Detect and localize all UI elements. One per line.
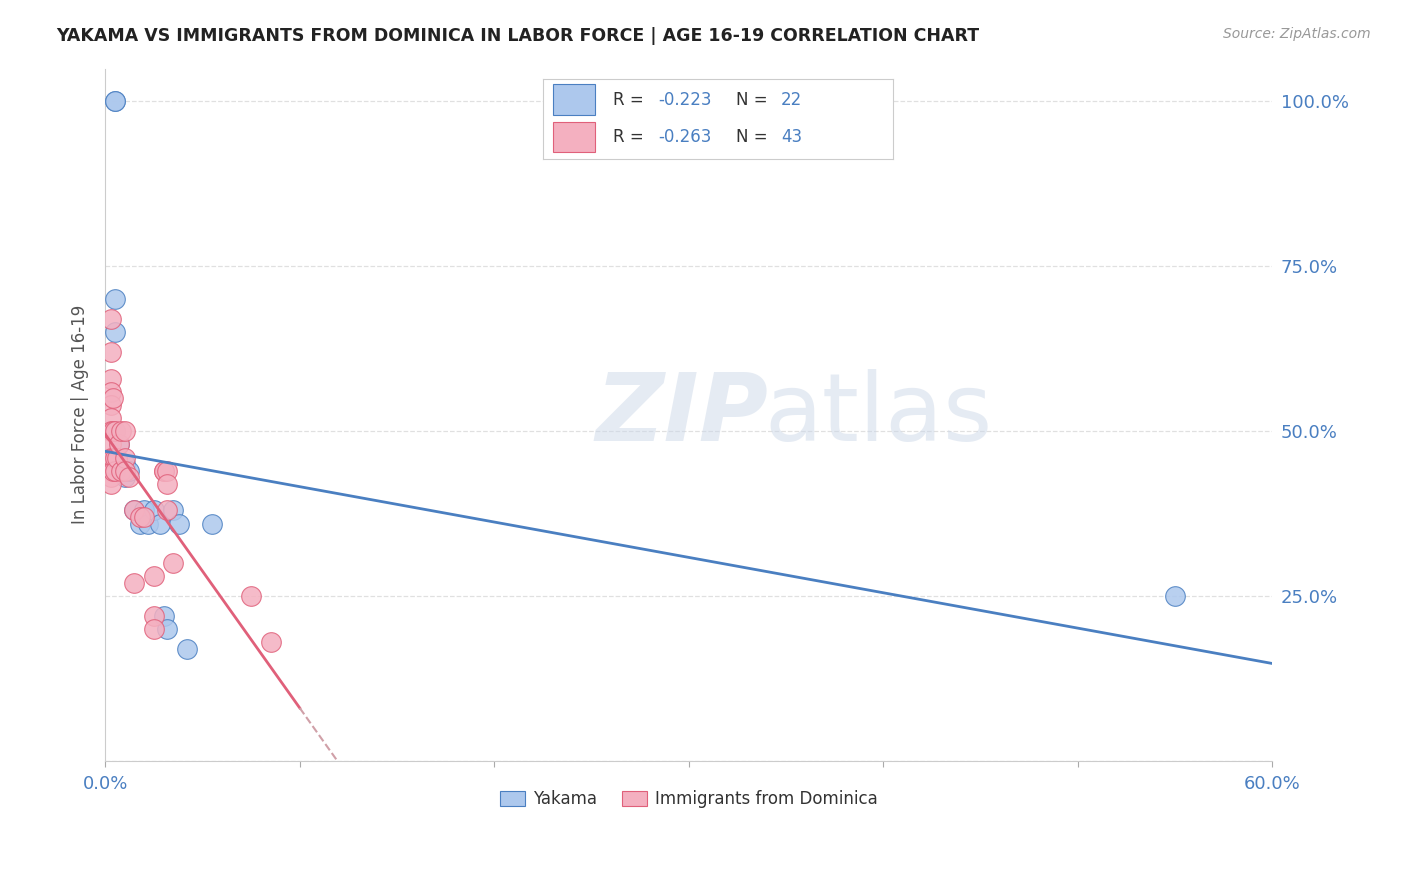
- Point: [110, 464, 132, 478]
- Point: [162, 503, 184, 517]
- Point: [114, 457, 136, 471]
- Point: [100, 345, 122, 359]
- Point: [134, 510, 156, 524]
- Point: [104, 326, 127, 340]
- Point: [100, 470, 122, 484]
- Point: [156, 464, 179, 478]
- Point: [104, 450, 127, 465]
- Point: [149, 516, 172, 531]
- Point: [104, 293, 127, 307]
- Point: [124, 503, 146, 517]
- Point: [100, 398, 122, 412]
- Point: [105, 450, 128, 465]
- Point: [129, 516, 152, 531]
- Point: [101, 464, 124, 478]
- Point: [156, 622, 179, 636]
- Text: ZIP: ZIP: [596, 368, 768, 461]
- Point: [100, 425, 122, 439]
- Point: [100, 457, 122, 471]
- Point: [114, 425, 136, 439]
- Point: [142, 503, 165, 517]
- Point: [100, 450, 122, 465]
- Point: [167, 516, 190, 531]
- Text: atlas: atlas: [765, 368, 993, 461]
- Point: [152, 464, 174, 478]
- Point: [114, 450, 136, 465]
- Point: [104, 425, 127, 439]
- Point: [142, 622, 165, 636]
- Point: [142, 569, 165, 583]
- Point: [124, 503, 146, 517]
- Point: [108, 437, 131, 451]
- Point: [101, 392, 124, 406]
- Point: [156, 477, 179, 491]
- Point: [104, 425, 127, 439]
- Point: [176, 642, 198, 657]
- Point: [100, 371, 122, 385]
- Legend: Yakama, Immigrants from Dominica: Yakama, Immigrants from Dominica: [494, 784, 884, 815]
- Point: [114, 470, 136, 484]
- Text: YAKAMA VS IMMIGRANTS FROM DOMINICA IN LABOR FORCE | AGE 16-19 CORRELATION CHART: YAKAMA VS IMMIGRANTS FROM DOMINICA IN LA…: [56, 27, 980, 45]
- Point: [152, 464, 174, 478]
- Point: [129, 510, 152, 524]
- Text: Source: ZipAtlas.com: Source: ZipAtlas.com: [1223, 27, 1371, 41]
- Point: [259, 635, 281, 649]
- Point: [156, 503, 179, 517]
- Point: [100, 477, 122, 491]
- Point: [117, 470, 139, 484]
- Point: [142, 609, 165, 624]
- Point: [134, 503, 156, 517]
- Point: [162, 556, 184, 570]
- Point: [101, 425, 124, 439]
- Point: [1164, 589, 1187, 603]
- Point: [100, 411, 122, 425]
- Point: [201, 516, 224, 531]
- Point: [104, 464, 127, 478]
- Point: [100, 384, 122, 399]
- Point: [114, 464, 136, 478]
- Point: [104, 95, 127, 109]
- Point: [240, 589, 263, 603]
- Point: [100, 312, 122, 326]
- Point: [104, 95, 127, 109]
- Point: [100, 464, 122, 478]
- Point: [110, 425, 132, 439]
- Point: [100, 437, 122, 451]
- Point: [108, 437, 131, 451]
- Point: [136, 516, 159, 531]
- Point: [117, 464, 139, 478]
- Point: [101, 450, 124, 465]
- Point: [124, 576, 146, 591]
- Y-axis label: In Labor Force | Age 16-19: In Labor Force | Age 16-19: [72, 305, 89, 524]
- Point: [152, 609, 174, 624]
